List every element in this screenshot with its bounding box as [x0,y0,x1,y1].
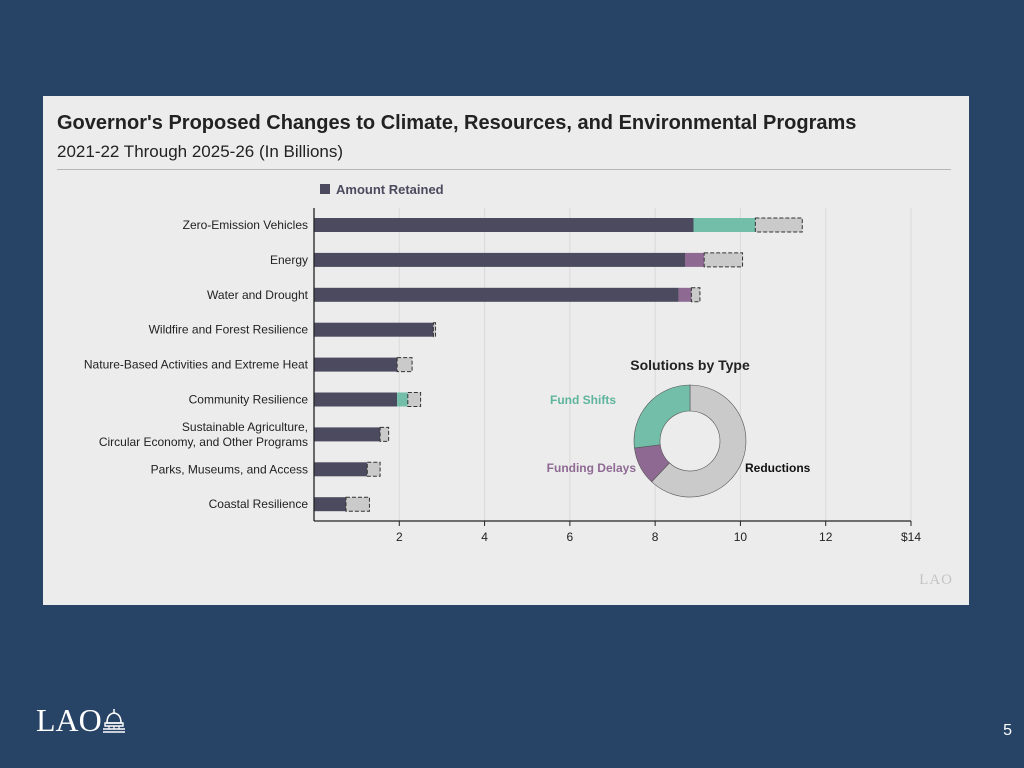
bar-2-reductions [690,287,701,303]
bar-5-reductions [407,392,422,407]
bar-1-funding-delays [684,252,705,267]
legend-label: Amount Retained [336,182,444,197]
category-label-0: Zero-Emission Vehicles [183,218,308,232]
donut-label-reductions: Reductions [745,461,811,475]
legend-swatch [320,184,330,194]
bar-7-amount-retained [314,462,368,477]
category-label-6: Sustainable Agriculture, Circular Economy… [99,420,308,449]
chart-subtitle: 2021-22 Through 2025-26 (In Billions) [57,142,344,161]
bar-5-fund-shifts [397,392,408,407]
bar-8-amount-retained [314,497,346,512]
bar-0-amount-retained [314,218,694,232]
bar-3-amount-retained [314,322,434,337]
bar-5-amount-retained [314,392,398,407]
x-tick-label-6: $14 [901,530,921,544]
bar-6-amount-retained [314,427,381,442]
bar-chart: Zero-Emission Vehicles Energy Water and Dr… [84,182,921,544]
donut-label-fund-shifts: Fund Shifts [550,393,616,407]
bar-6-reductions [379,426,390,442]
title-divider [57,169,951,170]
bar-4-amount-retained [314,357,398,372]
chart-card: Governor's Proposed Changes to Climate, … [43,96,969,605]
bar-7-reductions [366,461,381,477]
bar-1-amount-retained [314,252,685,267]
lao-watermark-logo: LAO [919,572,953,588]
x-tick-label-3: 8 [652,530,659,544]
lao-footer-logo: LAO [36,702,125,739]
donut-slice-reductions [651,384,747,498]
donut-title: Solutions by Type [630,357,750,373]
bar-8-reductions [345,496,370,512]
category-label-5: Community Resilience [189,393,309,407]
category-label-4: Nature-Based Activities and Extreme Heat [84,358,309,372]
bar-0-fund-shifts [693,218,756,232]
category-label-2: Water and Drought [207,288,309,302]
page-number: 5 [1003,722,1012,739]
bar-1-reductions [703,252,744,268]
bar-3-reductions [432,322,437,338]
donut-label-funding-delays: Funding Delays [547,461,637,475]
x-tick-label-0: 2 [396,530,403,544]
bar-0-reductions [754,217,803,233]
category-label-1: Energy [270,253,308,267]
category-label-3: Wildfire and Forest Resilience [149,323,309,337]
capitol-dome-icon [102,709,125,733]
bar-2-funding-delays [678,287,692,302]
category-label-7: Parks, Museums, and Access [151,462,308,476]
bar-2-amount-retained [314,287,679,302]
bar-4-reductions [396,357,413,373]
category-label-8: Coastal Resilience [209,497,309,511]
lao-footer-logo-text: LAO [36,702,102,738]
x-tick-label-1: 4 [481,530,488,544]
x-tick-label-2: 6 [567,530,574,544]
chart-title: Governor's Proposed Changes to Climate, … [57,112,857,134]
x-tick-label-5: 12 [819,530,833,544]
donut-slice-fund-shifts [633,384,691,449]
x-tick-label-4: 10 [734,530,748,544]
